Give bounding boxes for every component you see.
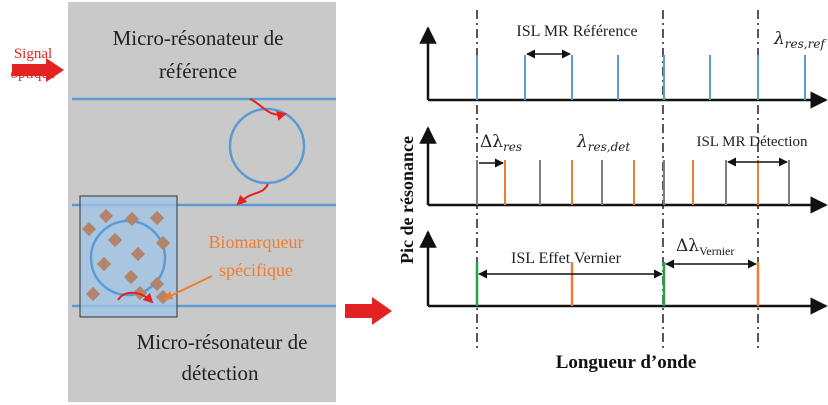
reference-ring xyxy=(228,107,306,185)
output-arrow xyxy=(345,297,392,325)
ref-resonator-label-1: Micro-résonateur de xyxy=(113,26,284,50)
coupling-arrow-3 xyxy=(117,291,154,304)
biomarker-pointer-head xyxy=(162,291,173,300)
input-signal-arrow xyxy=(12,58,64,82)
det-resonator-label-2: détection xyxy=(182,361,259,385)
y-axis-label: Pic de résonance xyxy=(397,136,417,264)
detection-peaks-gray xyxy=(476,160,790,205)
axes xyxy=(419,26,828,315)
ref-resonator-label-2: référence xyxy=(159,59,237,83)
x-axis-label: Longueur d’onde xyxy=(556,352,697,373)
plot1-lambda-label: λres,ref xyxy=(773,29,827,51)
plot2-delta-label: Δλres xyxy=(480,132,522,154)
biomarker-label-1: Biomarqueur xyxy=(209,232,304,252)
detection-peaks-orange xyxy=(504,160,759,205)
coupling-arrow-1 xyxy=(249,98,287,121)
biomarker-label-2: spécifique xyxy=(219,260,293,280)
coupling-arrow-2 xyxy=(236,183,269,206)
reference-peaks xyxy=(476,55,806,100)
plot1-fsr-label: ISL MR Référence xyxy=(516,23,637,40)
plot3-fsr-label: ISL Effet Vernier xyxy=(511,250,622,267)
biomarker-pointer xyxy=(165,275,213,299)
det-resonator-label-1: Micro-résonateur de xyxy=(137,330,308,354)
plot2-fsr-label: ISL MR Détection xyxy=(696,134,808,150)
input-signal-label-1: Signal xyxy=(14,46,52,62)
plot3-delta-label: ΔλVernier xyxy=(676,236,734,258)
plot2-lambda-label: λres,det xyxy=(576,132,630,154)
